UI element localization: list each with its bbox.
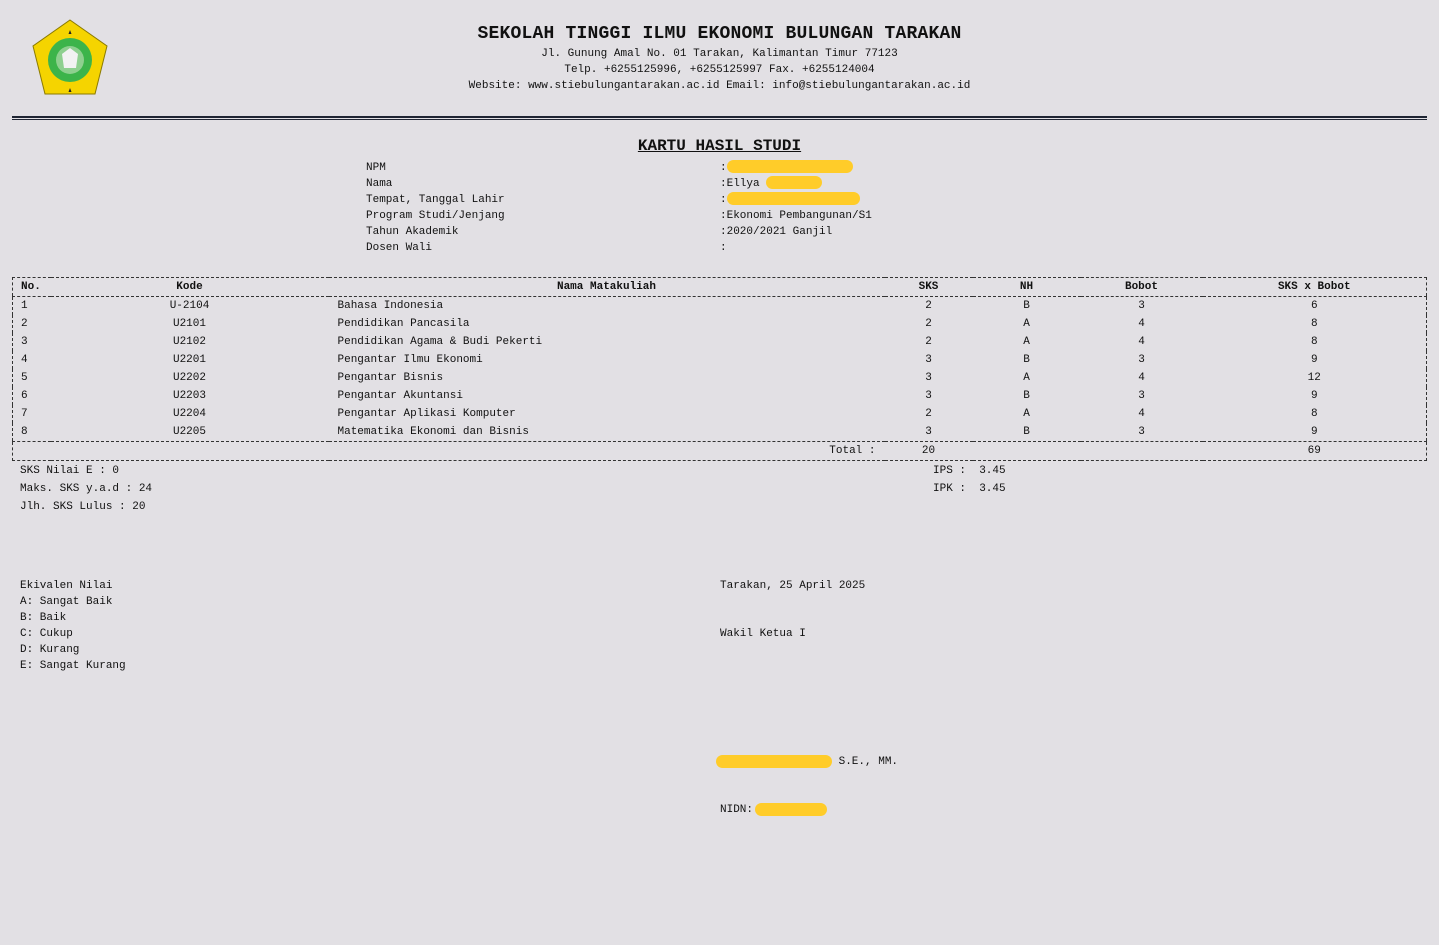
sks: 2 — [925, 336, 932, 348]
bobot: 3 — [1138, 300, 1145, 312]
bobot: 4 — [1138, 372, 1145, 384]
table-row: 2 U2101 Pendidikan Pancasila 2 A 4 8 — [13, 315, 1427, 333]
sks-x-bobot: 8 — [1310, 408, 1318, 420]
header-divider — [12, 116, 1427, 120]
nh: A — [1023, 408, 1030, 420]
redaction — [726, 160, 853, 173]
nh: A — [1023, 372, 1030, 384]
nh: B — [1023, 390, 1030, 402]
table-header: No. Kode Nama Matakuliah SKS NH Bobot SK… — [12, 277, 1427, 297]
sks: 3 — [925, 426, 932, 438]
sks: 2 — [925, 300, 932, 312]
bobot: 3 — [1138, 390, 1145, 402]
sks-x-bobot: 9 — [1310, 426, 1318, 438]
bobot: 4 — [1138, 408, 1145, 420]
sks-x-bobot: 9 — [1310, 354, 1318, 366]
document-title: KARTU HASIL STUDI — [637, 137, 802, 155]
info-tahun: Tahun Akademik: 2020/2021 Ganjil — [366, 226, 833, 238]
sks-x-bobot: 6 — [1310, 300, 1318, 312]
table-row: 8 U2205 Matematika Ekonomi dan Bisnis 3 B 3 9 — [13, 423, 1427, 442]
course-name: Matematika Ekonomi dan Bisnis — [337, 426, 529, 438]
course-code: U2201 — [172, 354, 206, 366]
signer-name: S.E., MM. — [716, 754, 898, 770]
nh: B — [1023, 426, 1030, 438]
sks: 2 — [925, 318, 932, 330]
course-code: U-2104 — [169, 300, 210, 312]
school-web: Website: www.stiebulungantarakan.ac.id E… — [468, 80, 971, 92]
table-row: 6 U2203 Pengantar Akuntansi 3 B 3 9 — [13, 387, 1427, 405]
row-no: 7 — [21, 408, 28, 420]
info-dosen: Dosen Wali: — [366, 242, 727, 254]
redaction — [726, 192, 860, 205]
school-phone: Telp. +6255125996, +6255125997 Fax. +625… — [564, 64, 875, 76]
grades-table: No. Kode Nama Matakuliah SKS NH Bobot SK… — [12, 277, 1427, 461]
sks: 3 — [925, 372, 932, 384]
row-no: 4 — [21, 354, 28, 366]
school-address: Jl. Gunung Amal No. 01 Tarakan, Kalimant… — [541, 48, 898, 60]
school-logo — [32, 19, 108, 95]
row-no: 6 — [21, 390, 28, 402]
signature-block: Tarakan, 25 April 2025 Wakil Ketua I S.E… — [716, 546, 898, 834]
sks: 2 — [925, 408, 932, 420]
row-no: 5 — [21, 372, 28, 384]
table-row: 5 U2202 Pengantar Bisnis 3 A 4 12 — [13, 369, 1427, 387]
bobot: 3 — [1138, 426, 1145, 438]
course-name: Pengantar Akuntansi — [337, 390, 463, 402]
course-code: U2101 — [172, 318, 206, 330]
row-no: 2 — [21, 318, 28, 330]
row-no: 1 — [21, 300, 28, 312]
course-name: Bahasa Indonesia — [337, 300, 444, 312]
gpa-summary: IPS : 3.45 IPK : 3.45 — [933, 465, 1006, 495]
course-name: Pendidikan Pancasila — [337, 318, 470, 330]
course-code: U2202 — [172, 372, 206, 384]
course-name: Pengantar Aplikasi Komputer — [337, 408, 516, 420]
bobot: 4 — [1138, 318, 1145, 330]
redaction — [766, 176, 823, 189]
info-npm: NPM: — [366, 160, 872, 176]
redaction — [716, 754, 832, 768]
course-code: U2204 — [172, 408, 206, 420]
sks: 3 — [925, 390, 932, 402]
student-info: NPM: Nama: Ellya Tempat, Tanggal Lahir: … — [366, 160, 872, 256]
sks-x-bobot: 8 — [1310, 318, 1318, 330]
nh: B — [1023, 354, 1030, 366]
bobot: 3 — [1138, 354, 1145, 366]
sks-x-bobot: 12 — [1307, 372, 1321, 384]
letterhead: SEKOLAH TINGGI ILMU EKONOMI BULUNGAN TAR… — [0, 22, 1439, 94]
table-row: 4 U2201 Pengantar Ilmu Ekonomi 3 B 3 9 — [13, 351, 1427, 369]
grade-equivalents: Ekivalen Nilai A: Sangat Baik B: Baik C: Cu… — [20, 580, 126, 672]
course-name: Pengantar Bisnis — [337, 372, 444, 384]
course-code: U2102 — [172, 336, 206, 348]
redaction — [755, 802, 828, 816]
table-row: 7 U2204 Pengantar Aplikasi Komputer 2 A 4 8 — [13, 405, 1427, 423]
row-no: 8 — [21, 426, 28, 438]
sks: 3 — [925, 354, 932, 366]
nh: B — [1023, 300, 1030, 312]
sks-x-bobot: 8 — [1310, 336, 1318, 348]
table-row: 3 U2102 Pendidikan Agama & Budi Pekerti 2 A 4… — [13, 333, 1427, 351]
course-code: U2203 — [172, 390, 206, 402]
bobot: 4 — [1138, 336, 1145, 348]
nh: A — [1023, 318, 1030, 330]
course-name: Pengantar Ilmu Ekonomi — [337, 354, 483, 366]
signer-nidn: NIDN: — [720, 802, 898, 818]
course-name: Pendidikan Agama & Budi Pekerti — [337, 336, 543, 348]
total-row: Total : 20 69 — [12, 441, 1427, 461]
nh: A — [1023, 336, 1030, 348]
row-no: 3 — [21, 336, 28, 348]
school-name: SEKOLAH TINGGI ILMU EKONOMI BULUNGAN TAR… — [477, 24, 962, 44]
course-code: U2205 — [172, 426, 206, 438]
info-prodi: Program Studi/Jenjang: Ekonomi Pembangun… — [366, 210, 872, 222]
info-nama: Nama: Ellya — [366, 176, 872, 192]
sks-summary: SKS Nilai E : 0 Maks. SKS y.a.d : 24 Jlh. … — [20, 465, 153, 513]
table-row: 1 U-2104 Bahasa Indonesia 2 B 3 6 — [13, 297, 1427, 316]
sks-x-bobot: 9 — [1310, 390, 1318, 402]
info-ttl: Tempat, Tanggal Lahir: — [366, 192, 872, 208]
